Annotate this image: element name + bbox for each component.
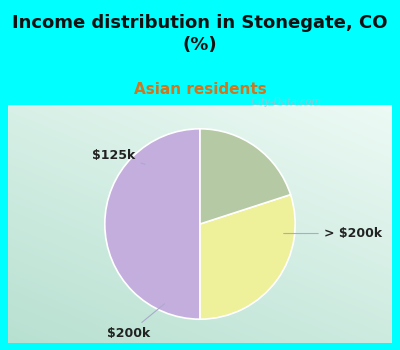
Text: Income distribution in Stonegate, CO
(%): Income distribution in Stonegate, CO (%) <box>12 14 388 54</box>
Text: Asian residents: Asian residents <box>134 82 266 97</box>
Wedge shape <box>200 195 295 319</box>
Text: $200k: $200k <box>107 304 164 340</box>
Wedge shape <box>200 129 290 224</box>
Text: City-Data.com: City-Data.com <box>245 97 321 107</box>
Text: > $200k: > $200k <box>284 227 382 240</box>
Text: $125k: $125k <box>92 149 145 164</box>
Wedge shape <box>105 129 200 319</box>
